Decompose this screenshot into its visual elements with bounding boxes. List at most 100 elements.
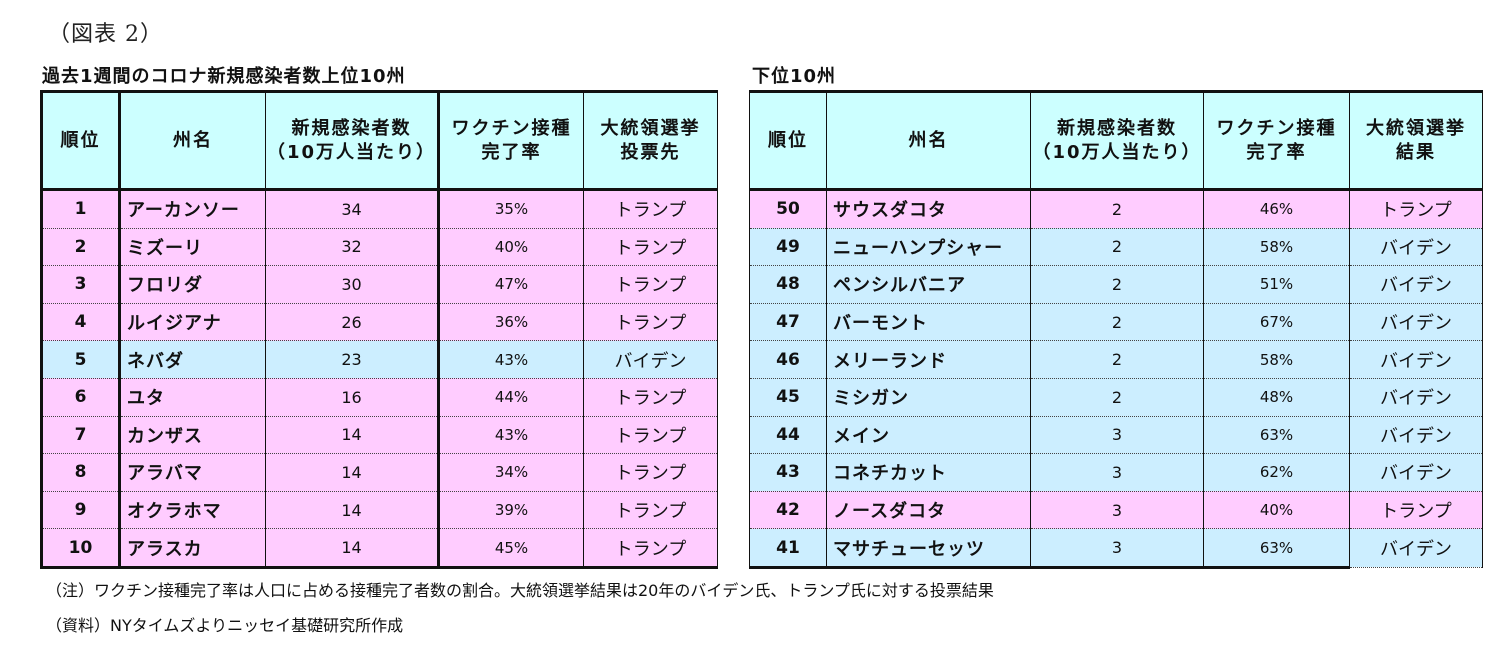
state-cell: メリーランド xyxy=(826,340,1031,379)
vaccination-cell: 39% xyxy=(438,491,584,530)
header-line: 順位 xyxy=(60,129,101,151)
header-line: 州名 xyxy=(908,129,949,151)
table-row: 41 マサチューセッツ 3 63% バイデン xyxy=(749,528,1483,569)
cases-cell: 2 xyxy=(1030,340,1204,379)
election-cell: トランプ xyxy=(583,491,718,530)
state-cell: コネチカット xyxy=(826,453,1031,492)
election-cell: トランプ xyxy=(583,228,718,267)
cases-cell: 2 xyxy=(1030,228,1204,267)
rank-cell: 42 xyxy=(749,491,827,530)
rank-cell: 8 xyxy=(41,453,121,492)
table-row: 2 ミズーリ 32 40% トランプ xyxy=(41,228,718,267)
header-rank: 順位 xyxy=(749,91,827,191)
state-cell: ミズーリ xyxy=(119,228,266,267)
election-cell: トランプ xyxy=(1349,491,1483,530)
top-table-title: 過去1週間のコロナ新規感染者数上位10州 xyxy=(42,66,406,87)
table-row: 7 カンザス 14 43% トランプ xyxy=(41,416,718,455)
table-row: 9 オクラホマ 14 39% トランプ xyxy=(41,491,718,530)
cases-cell: 14 xyxy=(265,416,440,455)
vaccination-cell: 58% xyxy=(1203,228,1350,267)
rank-cell: 1 xyxy=(41,189,121,229)
cases-cell: 14 xyxy=(265,491,440,530)
election-cell: トランプ xyxy=(583,378,718,417)
election-cell: バイデン xyxy=(1349,340,1483,379)
table-row: 43 コネチカット 3 62% バイデン xyxy=(749,453,1483,492)
header-line: ワクチン接種 xyxy=(451,117,572,139)
cases-cell: 3 xyxy=(1030,416,1204,455)
table-row: 1 アーカンソー 34 35% トランプ xyxy=(41,189,718,229)
cases-cell: 23 xyxy=(265,340,440,379)
table-row: 10 アラスカ 14 45% トランプ xyxy=(41,528,718,569)
vaccination-cell: 62% xyxy=(1203,453,1350,492)
election-cell: トランプ xyxy=(583,265,718,304)
footnote: （注）ワクチン接種完了率は人口に占める接種完了者数の割合。大統領選挙結果は20年… xyxy=(46,581,994,600)
election-cell: バイデン xyxy=(1349,453,1483,492)
rank-cell: 7 xyxy=(41,416,121,455)
vaccination-cell: 34% xyxy=(438,453,584,492)
rank-cell: 6 xyxy=(41,378,121,417)
vaccination-cell: 40% xyxy=(1203,491,1350,530)
source-note: （資料）NYタイムズよりニッセイ基礎研究所作成 xyxy=(46,616,404,635)
table-header-row: 順位 州名 新規感染者数 （10万人当たり） ワクチン接種 完了率 大統領選挙 結果 xyxy=(749,91,1483,191)
cases-cell: 26 xyxy=(265,303,440,342)
header-line: 順位 xyxy=(768,129,808,151)
cases-cell: 16 xyxy=(265,378,440,417)
table-row: 50 サウスダコタ 2 46% トランプ xyxy=(749,189,1483,229)
header-line: 州名 xyxy=(173,129,213,151)
header-election: 大統領選挙 投票先 xyxy=(583,91,718,191)
vaccination-cell: 43% xyxy=(438,340,584,379)
state-cell: アラバマ xyxy=(119,453,266,492)
vaccination-cell: 45% xyxy=(438,528,584,569)
election-cell: トランプ xyxy=(583,416,718,455)
table-header-row: 順位 州名 新規感染者数 （10万人当たり） ワクチン接種 完了率 大統領選挙 投票先 xyxy=(41,91,718,191)
table-row: 4 ルイジアナ 26 36% トランプ xyxy=(41,303,718,342)
header-line: 新規感染者数 xyxy=(291,117,412,139)
election-cell: トランプ xyxy=(583,303,718,342)
header-cases: 新規感染者数 （10万人当たり） xyxy=(1030,91,1204,191)
state-cell: ノースダコタ xyxy=(826,491,1031,530)
rank-cell: 46 xyxy=(749,340,827,379)
election-cell: バイデン xyxy=(1349,416,1483,455)
cases-cell: 32 xyxy=(265,228,440,267)
state-cell: ユタ xyxy=(119,378,266,417)
election-cell: バイデン xyxy=(1349,228,1483,267)
vaccination-cell: 46% xyxy=(1203,189,1350,229)
vaccination-cell: 51% xyxy=(1203,265,1350,304)
table-row: 44 メイン 3 63% バイデン xyxy=(749,416,1483,455)
cases-cell: 14 xyxy=(265,453,440,492)
header-line: 完了率 xyxy=(481,141,542,163)
vaccination-cell: 40% xyxy=(438,228,584,267)
header-cases: 新規感染者数 （10万人当たり） xyxy=(265,91,440,191)
header-line: 結果 xyxy=(1396,141,1436,163)
header-line: 投票先 xyxy=(620,141,681,163)
rank-cell: 41 xyxy=(749,528,827,569)
rank-cell: 5 xyxy=(41,340,121,379)
state-cell: フロリダ xyxy=(119,265,266,304)
vaccination-cell: 67% xyxy=(1203,303,1350,342)
state-cell: ミシガン xyxy=(826,378,1031,417)
header-line: 大統領選挙 xyxy=(1366,117,1466,139)
rank-cell: 44 xyxy=(749,416,827,455)
election-cell: バイデン xyxy=(1349,303,1483,342)
vaccination-cell: 58% xyxy=(1203,340,1350,379)
rank-cell: 49 xyxy=(749,228,827,267)
rank-cell: 48 xyxy=(749,265,827,304)
header-line: 新規感染者数 xyxy=(1057,117,1177,139)
election-cell: バイデン xyxy=(1349,378,1483,417)
table-row: 5 ネバダ 23 43% バイデン xyxy=(41,340,718,379)
bottom-table-title: 下位10州 xyxy=(752,66,837,87)
table-row: 42 ノースダコタ 3 40% トランプ xyxy=(749,491,1483,530)
figure-label: （図表 2） xyxy=(48,22,163,47)
header-vaccination: ワクチン接種 完了率 xyxy=(1203,91,1350,191)
election-cell: トランプ xyxy=(583,453,718,492)
rank-cell: 2 xyxy=(41,228,121,267)
top-10-states-table: 順位 州名 新規感染者数 （10万人当たり） ワクチン接種 完了率 大統領選挙 投票先 1 アー… xyxy=(40,90,718,569)
cases-cell: 2 xyxy=(1030,378,1204,417)
header-rank: 順位 xyxy=(41,91,121,191)
header-line: 完了率 xyxy=(1246,141,1307,163)
table-row: 49 ニューハンプシャー 2 58% バイデン xyxy=(749,228,1483,267)
vaccination-cell: 44% xyxy=(438,378,584,417)
rank-cell: 47 xyxy=(749,303,827,342)
header-vaccination: ワクチン接種 完了率 xyxy=(438,91,584,191)
state-cell: ニューハンプシャー xyxy=(826,228,1031,267)
